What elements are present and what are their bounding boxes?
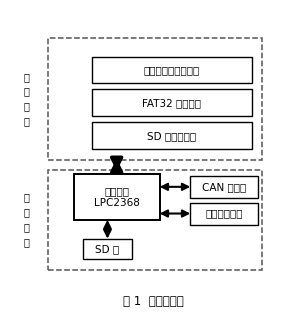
Bar (48, 38, 262, 160)
Bar (48, 170, 262, 270)
Text: CAN 驱动器: CAN 驱动器 (202, 182, 246, 192)
Text: SD 卡底层驱动: SD 卡底层驱动 (147, 131, 196, 141)
Bar (74, 174, 160, 220)
Text: 硬
件
系
统: 硬 件 系 统 (23, 192, 29, 247)
Text: 其他外围电路: 其他外围电路 (205, 208, 243, 219)
Bar (92, 122, 252, 149)
Bar (83, 239, 132, 259)
Bar (92, 57, 252, 83)
Text: FAT32 文件系统: FAT32 文件系统 (142, 98, 201, 108)
Bar (190, 176, 258, 198)
Text: 图 1  系统结构图: 图 1 系统结构图 (123, 295, 184, 308)
Text: 主控芯片
LPC2368: 主控芯片 LPC2368 (94, 186, 140, 208)
Text: SD 卡: SD 卡 (95, 244, 119, 254)
Bar (92, 89, 252, 116)
Bar (190, 203, 258, 225)
Text: 数据实时采集和记录: 数据实时采集和记录 (144, 65, 200, 75)
Text: 软
件
系
统: 软 件 系 统 (23, 72, 29, 126)
